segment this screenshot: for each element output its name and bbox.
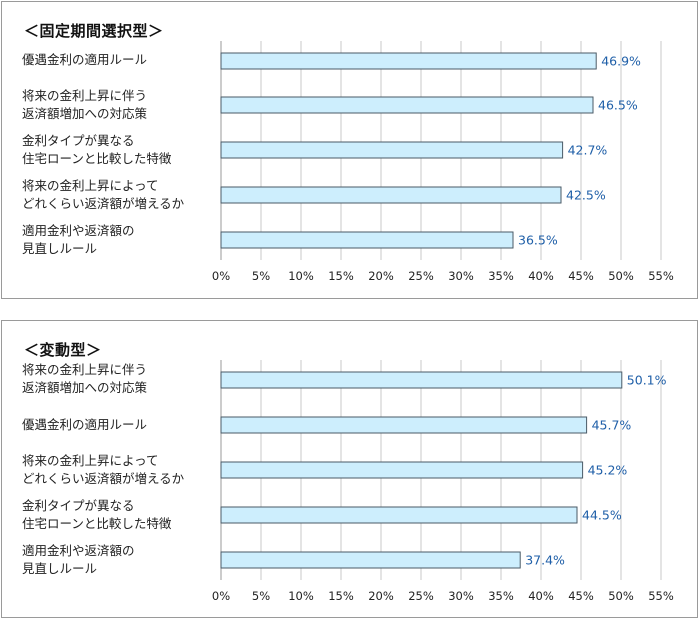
data-label: 44.5% (582, 508, 622, 523)
bar (220, 52, 597, 70)
x-tick-label: 50% (608, 589, 634, 603)
data-label: 46.9% (601, 54, 641, 69)
bar (220, 141, 564, 159)
x-tick-label: 10% (288, 589, 314, 603)
x-tick-label: 5% (252, 589, 270, 603)
x-tick-label: 40% (528, 269, 554, 283)
x-tick-label: 25% (408, 269, 434, 283)
category-label: 金利タイプが異なる 住宅ローンと比較した特徴 (22, 133, 172, 166)
x-tick-label: 55% (648, 269, 674, 283)
x-tick-label: 20% (368, 269, 394, 283)
x-tick-label: 35% (488, 269, 514, 283)
bar (220, 96, 594, 114)
data-label: 45.2% (588, 463, 628, 478)
x-tick-label: 15% (328, 589, 354, 603)
x-tick-label: 50% (608, 269, 634, 283)
category-label: 適用金利や返済額の 見直しルール (22, 223, 135, 256)
x-tick-label: 55% (648, 589, 674, 603)
data-label: 45.7% (592, 418, 632, 433)
x-tick-label: 15% (328, 269, 354, 283)
x-tick-label: 0% (212, 269, 230, 283)
x-tick-label: 25% (408, 589, 434, 603)
bar (220, 231, 514, 249)
x-tick-label: 45% (568, 589, 594, 603)
bar (220, 461, 584, 479)
x-tick-label: 30% (448, 589, 474, 603)
category-label: 将来の金利上昇に伴う 返済額増加への対応策 (22, 362, 148, 395)
data-label: 42.7% (568, 143, 608, 158)
category-label: 優遇金利の適用ルール (22, 52, 148, 67)
bar (220, 416, 588, 434)
data-label: 42.5% (566, 188, 606, 203)
data-label: 37.4% (525, 553, 565, 568)
x-tick-label: 45% (568, 269, 594, 283)
category-label: 優遇金利の適用ルール (22, 417, 148, 432)
chart-title-fixed: ＜固定期間選択型＞ (24, 22, 164, 40)
x-tick-label: 0% (212, 589, 230, 603)
category-label: 将来の金利上昇によって どれくらい返済額が増えるか (22, 178, 185, 211)
category-label: 将来の金利上昇によって どれくらい返済額が増えるか (22, 453, 185, 486)
data-label: 36.5% (518, 233, 558, 248)
x-tick-label: 5% (252, 269, 270, 283)
data-label: 50.1% (627, 373, 667, 388)
bar (220, 551, 521, 569)
bar (220, 506, 578, 524)
x-tick-label: 10% (288, 269, 314, 283)
x-tick-label: 35% (488, 589, 514, 603)
x-tick-label: 20% (368, 589, 394, 603)
chart-title-variable: ＜変動型＞ (24, 341, 102, 359)
x-tick-label: 40% (528, 589, 554, 603)
bar (220, 371, 623, 389)
category-label: 適用金利や返済額の 見直しルール (22, 543, 135, 576)
x-tick-label: 30% (448, 269, 474, 283)
category-label: 将来の金利上昇に伴う 返済額増加への対応策 (22, 88, 148, 121)
category-label: 金利タイプが異なる 住宅ローンと比較した特徴 (22, 498, 172, 531)
bar (220, 186, 562, 204)
data-label: 46.5% (598, 98, 638, 113)
